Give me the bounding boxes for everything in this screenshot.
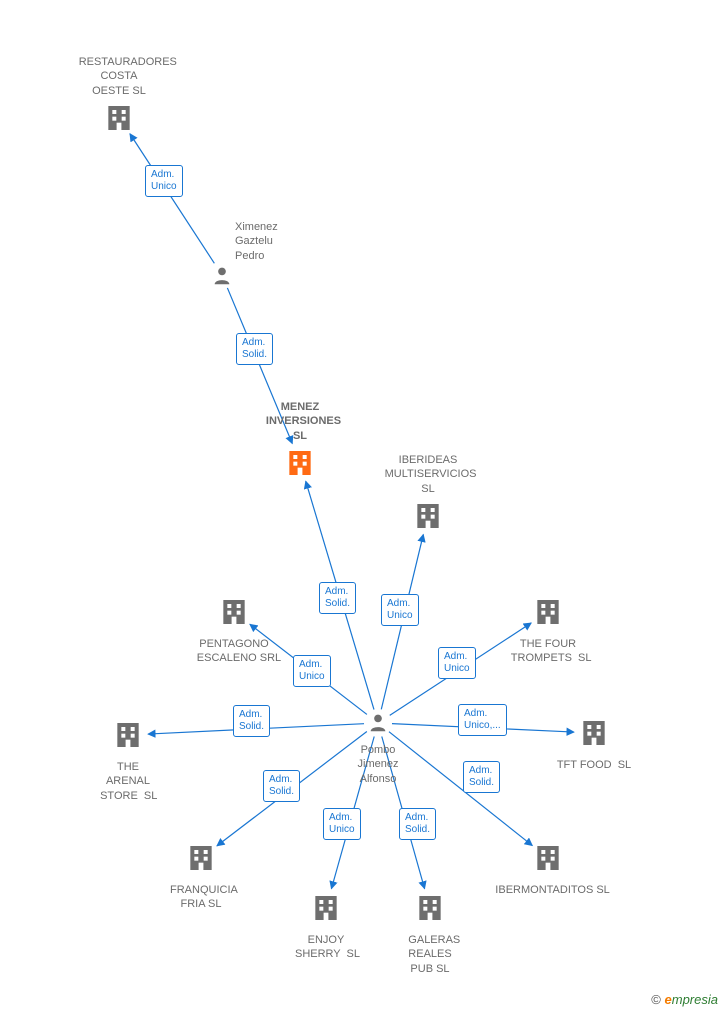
edge-label: Adm. Unico xyxy=(145,165,183,197)
edge-label: Adm. Unico xyxy=(438,647,476,679)
edge-label: Adm. Solid. xyxy=(263,770,300,802)
edge-label: Adm. Unico xyxy=(293,655,331,687)
edge-label: Adm. Unico xyxy=(381,594,419,626)
edge-label: Adm. Solid. xyxy=(399,808,436,840)
edge-label: Adm. Unico,... xyxy=(458,704,507,736)
edge-label: Adm. Solid. xyxy=(319,582,356,614)
edge-label: Adm. Solid. xyxy=(463,761,500,793)
edge-labels-layer: Adm. Unico Adm. Solid. Adm. Solid. Adm. Uni… xyxy=(0,0,728,1015)
edge-label: Adm. Solid. xyxy=(233,705,270,737)
edge-label: Adm. Solid. xyxy=(236,333,273,365)
edge-label: Adm. Unico xyxy=(323,808,361,840)
